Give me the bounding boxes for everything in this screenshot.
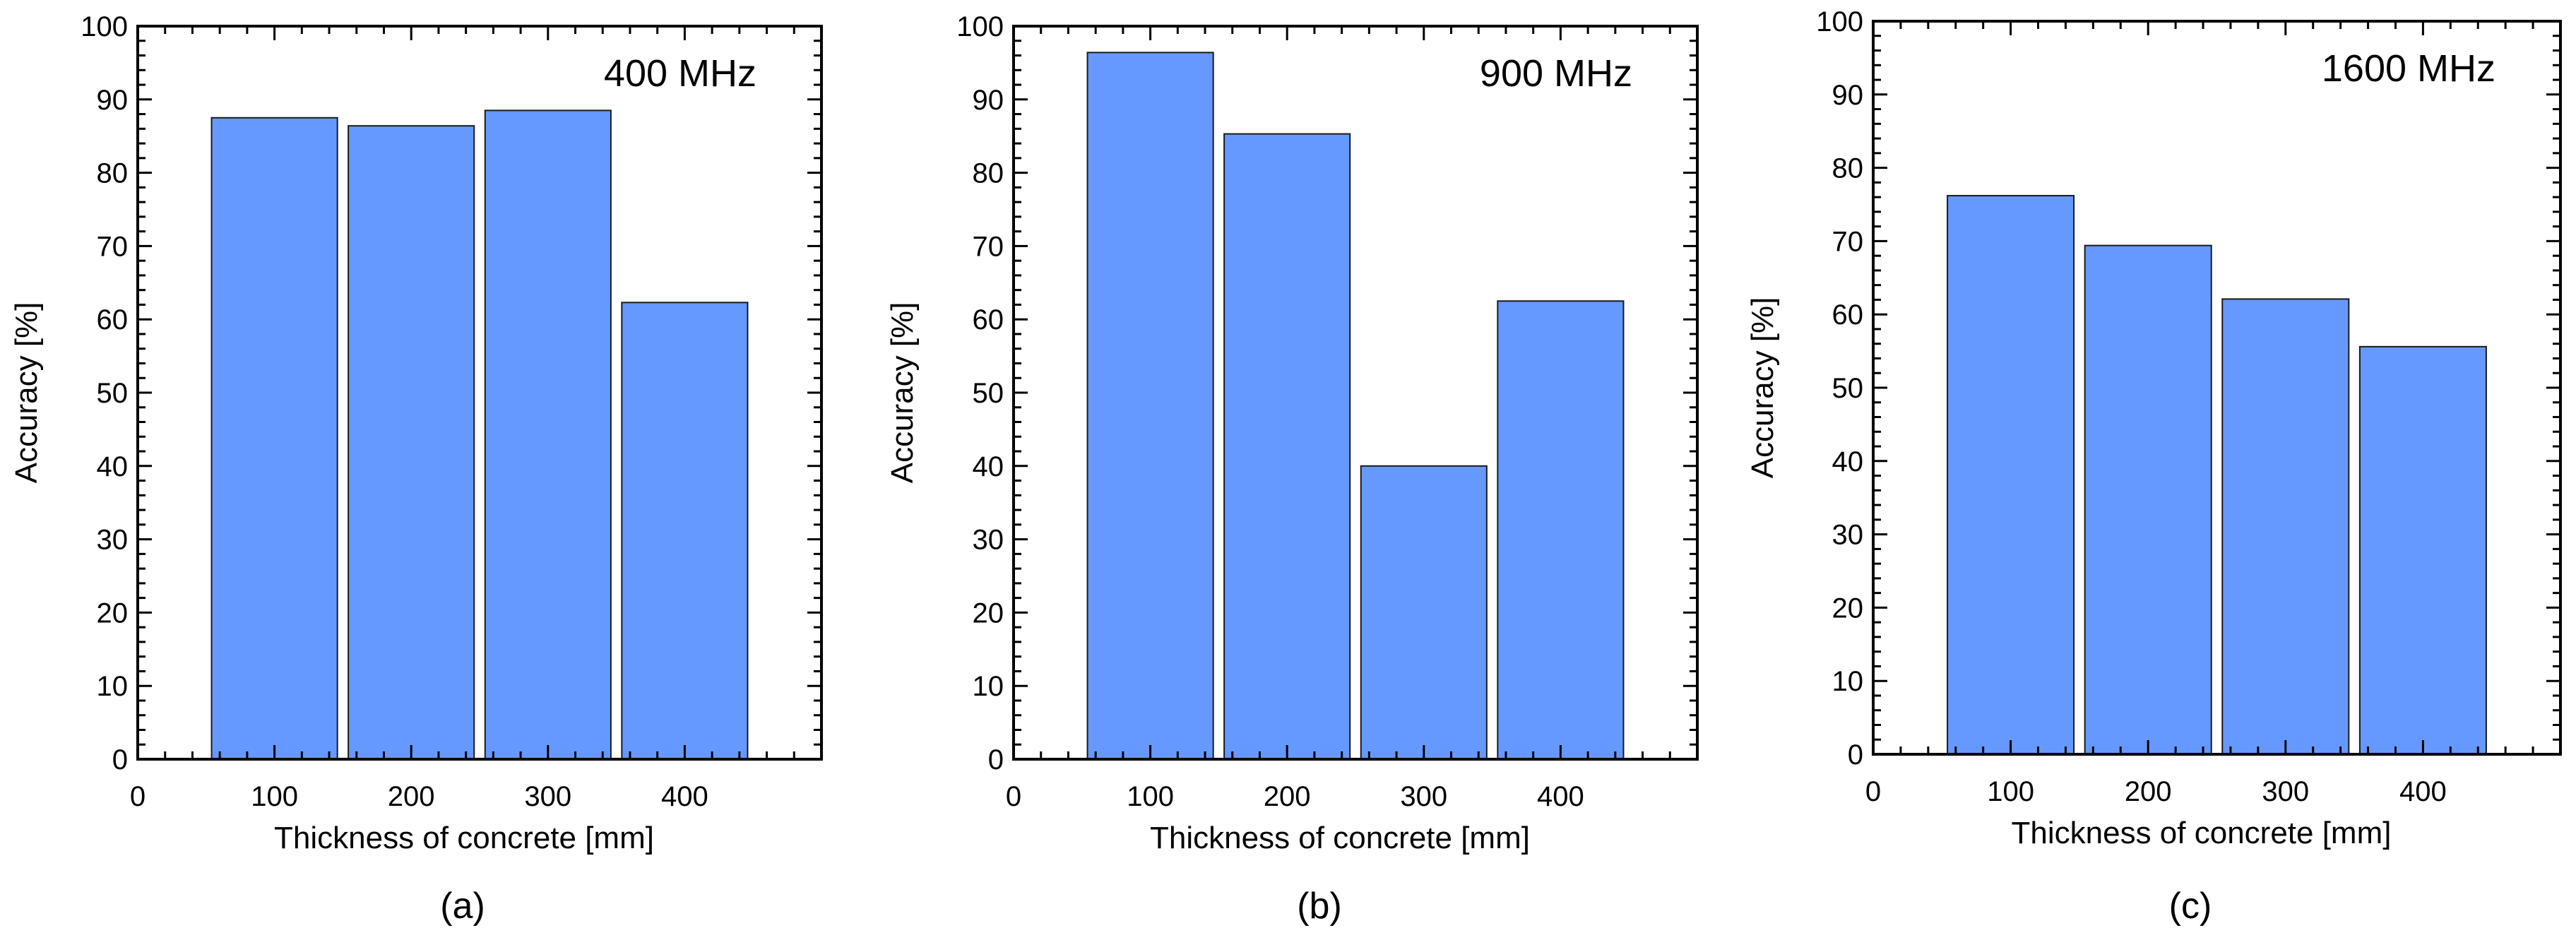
y-tick-label: 30 xyxy=(97,525,129,556)
y-tick-label: 10 xyxy=(973,671,1004,702)
y-tick-label: 80 xyxy=(1832,153,1864,184)
x-tick-label: 300 xyxy=(2262,776,2309,807)
y-tick-label: 50 xyxy=(1832,373,1864,404)
y-tick-label: 40 xyxy=(97,451,129,482)
y-axis-label: Accuracy [%] xyxy=(885,302,920,484)
x-tick-label: 0 xyxy=(130,781,146,812)
x-tick-label: 200 xyxy=(2125,776,2172,807)
x-tick-label: 0 xyxy=(1865,776,1881,807)
bar-400 xyxy=(1497,300,1625,760)
y-tick-label: 50 xyxy=(97,378,129,409)
bar-200 xyxy=(348,125,475,760)
frequency-label: 900 MHz xyxy=(1480,52,1632,95)
y-tick-label: 60 xyxy=(97,304,129,335)
y-tick-label: 50 xyxy=(973,378,1004,409)
y-tick-label: 40 xyxy=(1832,446,1864,477)
y-tick-label: 0 xyxy=(112,744,128,775)
frequency-label: 1600 MHz xyxy=(2322,47,2495,90)
y-tick-label: 20 xyxy=(1832,593,1864,624)
x-axis-label: Thickness of concrete [mm] xyxy=(1150,821,1530,855)
y-tick-label: 90 xyxy=(1832,80,1864,111)
y-tick-label: 80 xyxy=(97,158,129,189)
x-tick-label: 0 xyxy=(1006,781,1021,812)
panel-label: (a) xyxy=(440,886,485,927)
y-tick-label: 20 xyxy=(97,597,129,629)
bar-300 xyxy=(1360,465,1488,760)
y-tick-label: 90 xyxy=(97,85,129,116)
frequency-label: 400 MHz xyxy=(604,52,756,95)
y-tick-label: 30 xyxy=(1832,520,1864,551)
x-tick-label: 100 xyxy=(1127,781,1174,812)
x-tick-label: 400 xyxy=(2399,776,2447,807)
y-tick-label: 30 xyxy=(973,525,1004,556)
y-tick-label: 100 xyxy=(81,11,128,42)
y-tick-label: 100 xyxy=(1816,6,1863,37)
y-axis-label: Accuracy [%] xyxy=(1745,297,1780,479)
x-tick-label: 400 xyxy=(661,781,708,812)
x-tick-label: 200 xyxy=(388,781,435,812)
y-tick-label: 0 xyxy=(988,744,1004,775)
bar-400 xyxy=(621,302,749,760)
x-tick-label: 300 xyxy=(524,781,571,812)
x-tick-label: 100 xyxy=(251,781,298,812)
x-tick-label: 200 xyxy=(1264,781,1311,812)
x-axis-label: Thickness of concrete [mm] xyxy=(2012,816,2392,850)
bar-100 xyxy=(1086,52,1214,761)
panel-label: (c) xyxy=(2169,886,2212,927)
y-tick-label: 70 xyxy=(973,231,1004,262)
panel-label: (b) xyxy=(1297,886,1342,927)
bar-300 xyxy=(2221,298,2350,756)
y-tick-label: 60 xyxy=(973,304,1004,335)
chart-1600mhz: 0 10 20 30 40 50 60 70 80 90 100 0 100 200 300 400Thick… xyxy=(1745,6,2562,927)
y-tick-label: 80 xyxy=(973,158,1004,189)
x-tick-label: 300 xyxy=(1400,781,1447,812)
y-tick-label: 10 xyxy=(1832,666,1864,697)
bar-100 xyxy=(1947,195,2075,755)
y-tick-label: 20 xyxy=(973,597,1004,629)
y-axis-label: Accuracy [%] xyxy=(9,302,44,484)
y-tick-label: 10 xyxy=(97,671,129,702)
y-tick-label: 70 xyxy=(1832,226,1864,257)
bar-200 xyxy=(1223,133,1351,760)
y-tick-label: 70 xyxy=(97,231,129,262)
y-tick-label: 90 xyxy=(973,85,1004,116)
y-tick-label: 60 xyxy=(1832,299,1864,331)
x-axis-label: Thickness of concrete [mm] xyxy=(274,821,654,855)
bar-100 xyxy=(210,117,338,760)
chart-400mhz: 0 10 20 30 40 50 60 70 80 90 100 0 100 200 300 400Thick… xyxy=(9,11,823,927)
bar-300 xyxy=(484,109,612,760)
x-tick-label: 100 xyxy=(1987,776,2034,807)
bar-200 xyxy=(2084,244,2212,755)
y-tick-label: 100 xyxy=(956,11,1004,42)
bar-400 xyxy=(2358,345,2487,755)
x-tick-label: 400 xyxy=(1537,781,1584,812)
chart-900mhz: 0 10 20 30 40 50 60 70 80 90 100 0 100 200 300 400Thick… xyxy=(885,11,1699,927)
y-tick-label: 0 xyxy=(1848,739,1863,771)
y-tick-label: 40 xyxy=(973,451,1004,482)
